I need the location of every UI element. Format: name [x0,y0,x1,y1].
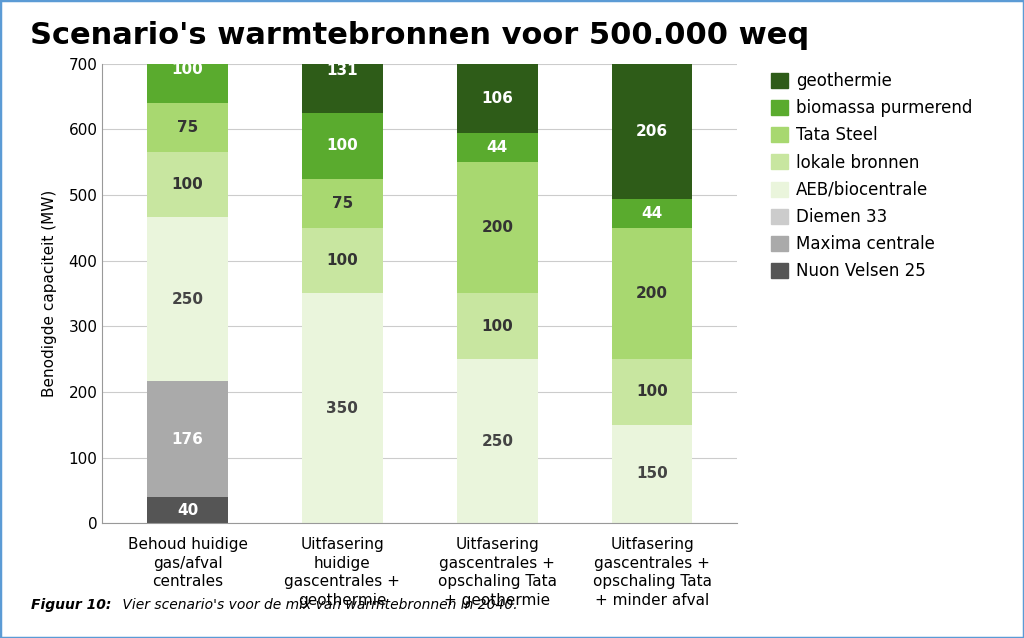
Text: 200: 200 [636,286,668,301]
Text: 200: 200 [481,220,513,235]
Text: 100: 100 [172,177,204,192]
Bar [302,113,383,179]
Text: Figuur 10:: Figuur 10: [31,598,111,612]
Text: 350: 350 [327,401,358,416]
Legend: geothermie, biomassa purmerend, Tata Steel, lokale bronnen, AEB/biocentrale, Die: geothermie, biomassa purmerend, Tata Ste… [771,72,973,280]
Bar [147,497,227,523]
Text: 206: 206 [636,124,669,139]
Text: Vier scenario's voor de mix van warmtebronnen in 2040.: Vier scenario's voor de mix van warmtebr… [118,598,517,612]
Bar [302,27,383,113]
Bar [147,152,227,218]
Bar [612,228,692,359]
Text: 150: 150 [636,466,668,482]
Bar [147,37,227,103]
Bar [457,359,538,523]
Text: 40: 40 [177,503,199,517]
Bar [612,425,692,523]
Text: 44: 44 [486,140,508,155]
Bar [302,228,383,293]
Bar [457,293,538,359]
Bar [612,199,692,228]
Text: 100: 100 [636,385,668,399]
Bar [147,382,227,497]
Text: 131: 131 [327,63,358,78]
Text: 44: 44 [641,206,663,221]
Text: 44: 44 [177,15,199,30]
Bar [612,359,692,425]
Bar [612,64,692,199]
Text: 100: 100 [172,63,204,77]
Y-axis label: Benodigde capaciteit (MW): Benodigde capaciteit (MW) [42,190,57,397]
Bar [147,218,227,382]
Bar [457,64,538,133]
Text: 100: 100 [481,319,513,334]
Bar [457,162,538,293]
Text: 75: 75 [177,120,199,135]
Text: 250: 250 [481,434,513,449]
Bar [147,103,227,152]
Bar [457,133,538,162]
Text: 176: 176 [172,432,204,447]
Bar [147,8,227,37]
Text: 250: 250 [172,292,204,307]
Text: 75: 75 [332,196,353,211]
Text: 106: 106 [481,91,513,106]
Text: 100: 100 [327,253,358,268]
Bar [302,293,383,523]
Text: 100: 100 [327,138,358,153]
Title: Scenario's warmtebronnen voor 500.000 weq: Scenario's warmtebronnen voor 500.000 we… [31,21,809,50]
Bar [302,179,383,228]
